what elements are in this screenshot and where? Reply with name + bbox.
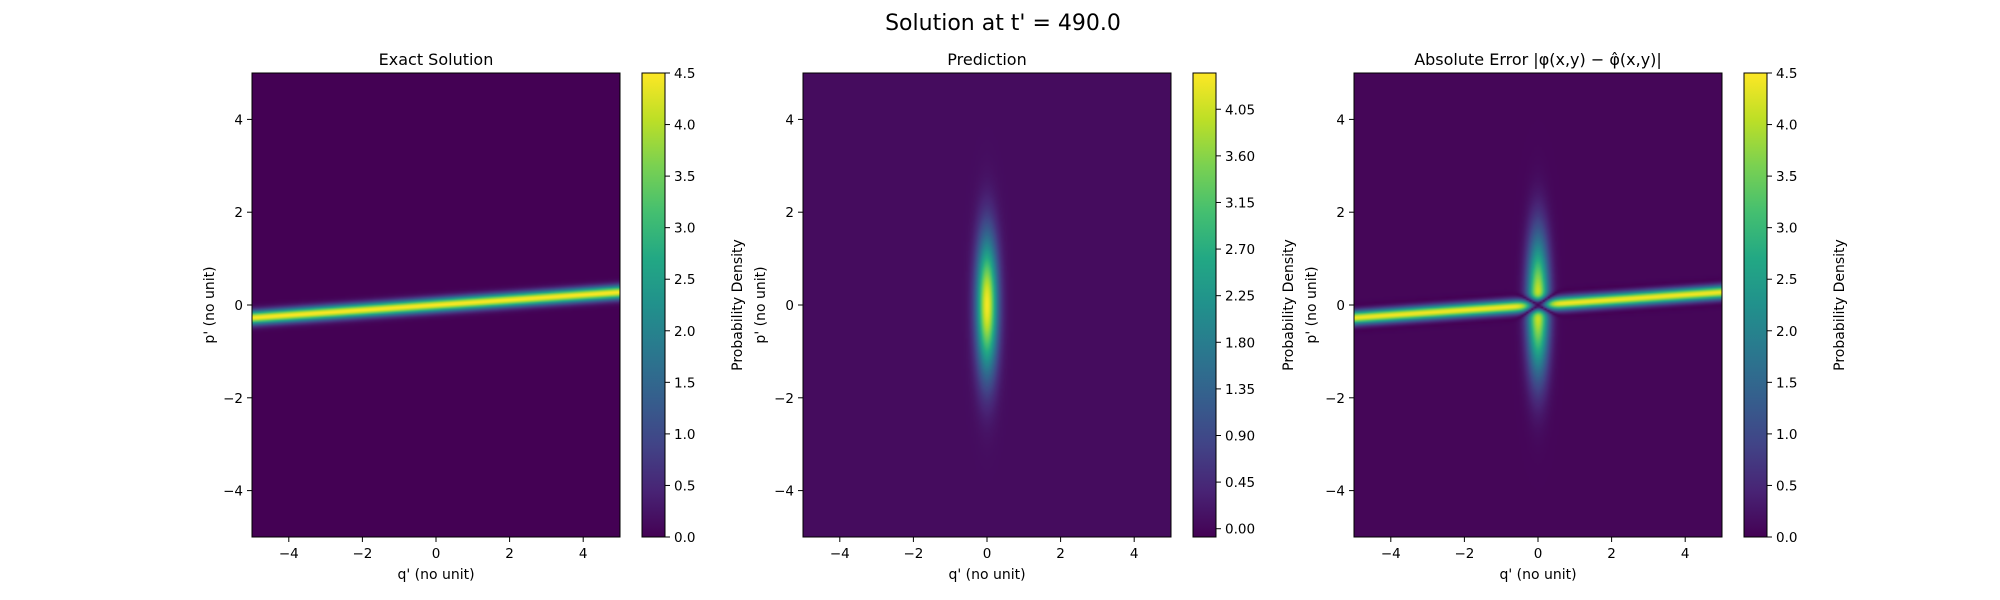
panel-title: Absolute Error |φ(x,y) − φ̂(x,y)| xyxy=(1414,50,1662,69)
colorbar xyxy=(642,73,665,537)
y-tick-label: 0 xyxy=(1336,298,1345,314)
x-tick-label: −2 xyxy=(1454,546,1474,562)
y-tick-label: −4 xyxy=(223,484,243,500)
colorbar-frame xyxy=(1743,72,1768,538)
colorbar-tick-label: 4.0 xyxy=(674,118,695,134)
colorbar-tick-label: 1.5 xyxy=(674,375,695,391)
y-axis-label: p' (no unit) xyxy=(1304,266,1320,343)
colorbar-tick-label: 1.0 xyxy=(1776,427,1797,443)
colorbar-tick-label: 0.5 xyxy=(1776,478,1797,494)
y-axis-label: p' (no unit) xyxy=(202,266,218,343)
figure-title: Solution at t' = 490.0 xyxy=(885,11,1121,36)
colorbar-tick-label: 2.70 xyxy=(1225,242,1255,258)
x-tick-label: 4 xyxy=(1130,546,1139,562)
x-tick-label: 4 xyxy=(579,546,588,562)
colorbar-tick-label: 1.35 xyxy=(1225,382,1255,398)
colorbar-tick-label: 3.5 xyxy=(674,169,695,185)
x-tick-label: −4 xyxy=(830,546,850,562)
colorbar xyxy=(1744,73,1767,537)
y-tick-label: −4 xyxy=(1325,484,1345,500)
x-tick-label: 2 xyxy=(505,546,514,562)
x-tick-label: −2 xyxy=(903,546,923,562)
y-tick-label: −2 xyxy=(774,391,794,407)
x-tick-label: −4 xyxy=(279,546,299,562)
colorbar-frame xyxy=(641,72,666,538)
colorbar-tick-label: 0.45 xyxy=(1225,475,1255,491)
colorbar-tick-label: 3.60 xyxy=(1225,149,1255,165)
y-tick-label: 2 xyxy=(234,205,243,221)
x-tick-label: −4 xyxy=(1381,546,1401,562)
panel-3: Absolute Error |φ(x,y) − φ̂(x,y)| −4 −2 0 2 4… xyxy=(1304,50,1848,583)
colorbar-tick-label: 2.5 xyxy=(1776,272,1797,288)
y-tick-label: −4 xyxy=(774,484,794,500)
heatmap-image xyxy=(1354,73,1722,537)
colorbar-tick-label: 2.0 xyxy=(674,324,695,340)
panel-1: Exact Solution −4 −2 0 2 4 −4 −2 0 2 4 q' (no unit)… xyxy=(202,50,746,583)
colorbar-tick-label: 3.5 xyxy=(1776,169,1797,185)
x-axis-label: q' (no unit) xyxy=(397,567,474,583)
x-tick-label: 4 xyxy=(1681,546,1690,562)
colorbar-tick-label: 4.5 xyxy=(674,66,695,82)
heatmap-image xyxy=(252,73,620,537)
colorbar-label: Probability Density xyxy=(1832,239,1848,371)
x-tick-label: 2 xyxy=(1607,546,1616,562)
y-tick-label: −2 xyxy=(1325,391,1345,407)
panel-title: Prediction xyxy=(947,50,1026,69)
colorbar-tick-label: 4.05 xyxy=(1225,102,1255,118)
y-tick-label: 2 xyxy=(785,205,794,221)
colorbar-tick-label: 1.0 xyxy=(674,427,695,443)
colorbar-tick-label: 1.80 xyxy=(1225,335,1255,351)
colorbar-tick-label: 0.00 xyxy=(1225,522,1255,538)
colorbar-tick-label: 3.0 xyxy=(1776,221,1797,237)
colorbar-tick-label: 0.0 xyxy=(674,530,695,546)
panel-2: Prediction −4 −2 0 2 4 −4 −2 0 2 4 q' (no unit) p' (… xyxy=(753,50,1297,583)
colorbar-tick-label: 4.5 xyxy=(1776,66,1797,82)
y-tick-label: 0 xyxy=(234,298,243,314)
colorbar-tick-label: 0.5 xyxy=(674,478,695,494)
y-tick-label: 0 xyxy=(785,298,794,314)
colorbar-label: Probability Density xyxy=(1281,239,1297,371)
x-tick-label: 0 xyxy=(432,546,441,562)
x-axis-label: q' (no unit) xyxy=(948,567,1025,583)
colorbar-tick-label: 2.5 xyxy=(674,272,695,288)
panel-title: Exact Solution xyxy=(379,50,494,69)
colorbar-tick-label: 3.15 xyxy=(1225,195,1255,211)
y-axis-label: p' (no unit) xyxy=(753,266,769,343)
x-tick-label: −2 xyxy=(352,546,372,562)
x-tick-label: 2 xyxy=(1056,546,1065,562)
y-tick-label: 2 xyxy=(1336,205,1345,221)
colorbar-tick-label: 0.90 xyxy=(1225,429,1255,445)
heatmap-image xyxy=(803,73,1171,537)
colorbar-tick-label: 2.0 xyxy=(1776,324,1797,340)
y-tick-label: −2 xyxy=(223,391,243,407)
colorbar-tick-label: 0.0 xyxy=(1776,530,1797,546)
colorbar-label: Probability Density xyxy=(730,239,746,371)
x-tick-label: 0 xyxy=(983,546,992,562)
colorbar-tick-label: 1.5 xyxy=(1776,375,1797,391)
colorbar-tick-label: 3.0 xyxy=(674,221,695,237)
colorbar-frame xyxy=(1192,72,1217,538)
x-tick-label: 0 xyxy=(1534,546,1543,562)
colorbar-tick-label: 2.25 xyxy=(1225,289,1255,305)
x-axis-label: q' (no unit) xyxy=(1499,567,1576,583)
y-tick-label: 4 xyxy=(1336,112,1345,128)
colorbar xyxy=(1193,73,1216,537)
y-tick-label: 4 xyxy=(234,112,243,128)
colorbar-tick-label: 4.0 xyxy=(1776,118,1797,134)
y-tick-label: 4 xyxy=(785,112,794,128)
